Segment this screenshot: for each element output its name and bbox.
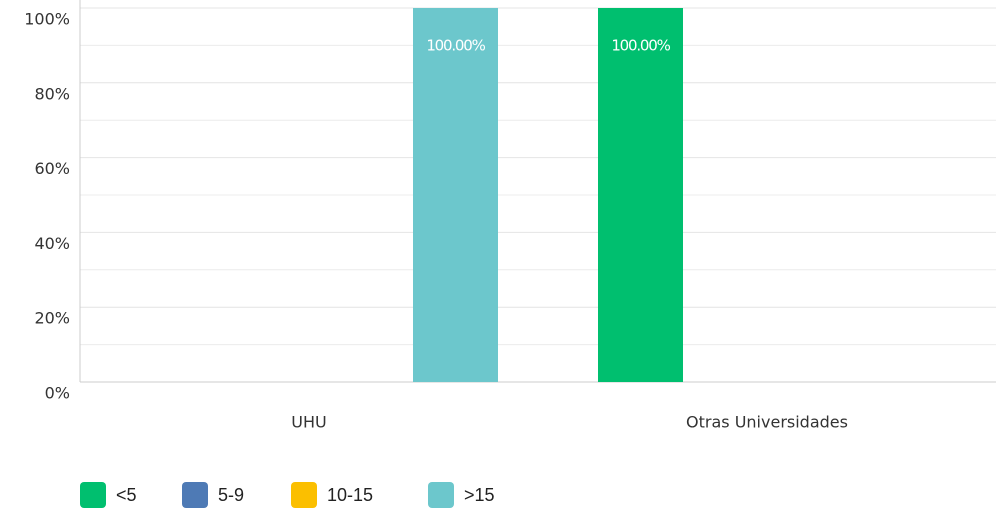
y-tick-label: 0% bbox=[45, 384, 70, 403]
y-tick-label: 60% bbox=[34, 159, 70, 178]
x-tick-label: Otras Universidades bbox=[686, 413, 848, 432]
legend-swatch bbox=[428, 482, 454, 508]
value-label: 100.00% bbox=[611, 37, 670, 55]
y-tick-label: 100% bbox=[24, 10, 70, 29]
legend-label: <5 bbox=[116, 485, 137, 505]
legend-label: 10-15 bbox=[327, 485, 373, 505]
legend-label: >15 bbox=[464, 485, 495, 505]
x-tick-label: UHU bbox=[291, 413, 326, 432]
legend-swatch bbox=[182, 482, 208, 508]
y-tick-label: 40% bbox=[34, 234, 70, 253]
y-tick-label: 20% bbox=[34, 309, 70, 328]
legend-label: 5-9 bbox=[218, 485, 244, 505]
legend-swatch bbox=[291, 482, 317, 508]
bar bbox=[598, 8, 683, 382]
bar bbox=[413, 8, 498, 382]
y-tick-label: 80% bbox=[34, 84, 70, 103]
value-label: 100.00% bbox=[426, 37, 485, 55]
legend-swatch bbox=[80, 482, 106, 508]
